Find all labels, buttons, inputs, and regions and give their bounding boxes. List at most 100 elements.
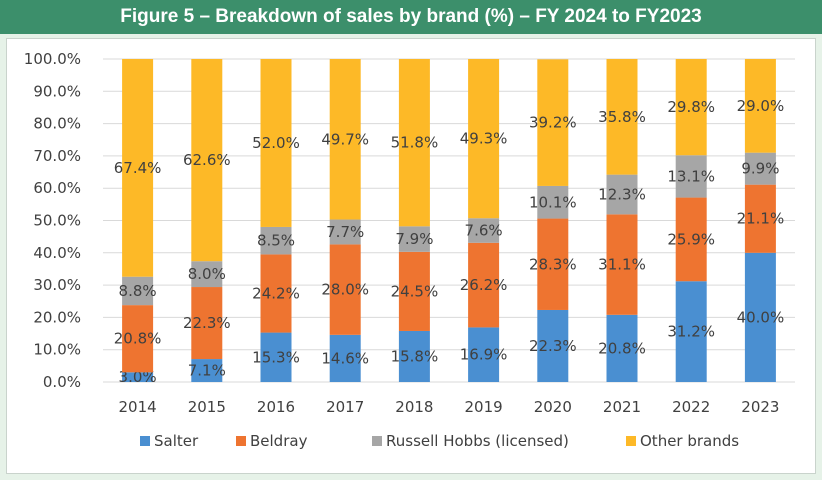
y-tick-label: 60.0%	[33, 179, 81, 197]
bar-segment	[675, 281, 707, 382]
bar-segment	[260, 226, 292, 255]
bar-segment	[260, 254, 292, 333]
figure-title: Figure 5 – Breakdown of sales by brand (…	[0, 0, 822, 34]
x-tick-label: 2019	[465, 398, 503, 416]
data-label: 9.9%	[741, 160, 779, 178]
x-tick-label: 2022	[672, 398, 710, 416]
bar-segment	[122, 372, 154, 382]
x-tick-label: 2020	[534, 398, 572, 416]
data-label: 52.0%	[252, 134, 300, 152]
bar-segment	[398, 226, 430, 252]
y-tick-label: 30.0%	[33, 276, 81, 294]
y-tick-label: 40.0%	[33, 244, 81, 262]
bar-segment	[191, 287, 223, 360]
bar-segment	[398, 330, 430, 382]
x-tick-label: 2018	[395, 398, 433, 416]
data-label: 10.1%	[529, 193, 577, 211]
bar-segment	[468, 242, 500, 328]
data-label: 13.1%	[667, 167, 715, 185]
bar-segment	[191, 261, 223, 288]
data-label: 12.3%	[598, 185, 646, 203]
bar-segment	[191, 59, 223, 262]
bar-segment	[122, 59, 154, 277]
bar-segment	[744, 59, 776, 153]
bar-segment	[537, 309, 569, 382]
legend-swatch	[372, 436, 382, 446]
bar-segment	[606, 174, 638, 215]
data-label: 35.8%	[598, 108, 646, 126]
data-label: 28.0%	[321, 281, 369, 299]
bar-segment	[606, 314, 638, 382]
bar-segment	[675, 155, 707, 198]
bar-segment	[675, 59, 707, 156]
data-label: 49.7%	[321, 130, 369, 148]
y-tick-label: 80.0%	[33, 115, 81, 133]
bar-segment	[122, 276, 154, 306]
bar-segment	[744, 252, 776, 382]
data-label: 15.8%	[391, 347, 439, 365]
data-label: 21.1%	[737, 210, 785, 228]
bar-segment	[329, 59, 361, 220]
legend-label: Beldray	[250, 432, 308, 450]
data-label: 8.5%	[257, 232, 295, 250]
bar-segment	[260, 332, 292, 382]
bar-segment	[744, 152, 776, 185]
bar-segment	[329, 219, 361, 245]
legend-label: Other brands	[640, 432, 739, 450]
data-label: 8.0%	[188, 265, 226, 283]
legend-swatch	[140, 436, 150, 446]
y-tick-label: 50.0%	[33, 212, 81, 230]
data-label: 8.8%	[119, 282, 157, 300]
y-tick-label: 10.0%	[33, 341, 81, 359]
x-tick-label: 2017	[326, 398, 364, 416]
y-tick-label: 100.0%	[24, 50, 81, 68]
bar-segment	[329, 334, 361, 382]
data-label: 29.0%	[737, 97, 785, 115]
data-label: 22.3%	[183, 314, 231, 332]
bar-segment	[675, 197, 707, 282]
data-label: 40.0%	[737, 308, 785, 326]
data-label: 26.2%	[460, 276, 508, 294]
data-label: 16.9%	[460, 346, 508, 364]
bar-segment	[122, 305, 154, 373]
bar-segment	[468, 327, 500, 382]
data-label: 28.3%	[529, 255, 577, 273]
bar-segment	[606, 214, 638, 315]
bar-segment	[329, 244, 361, 335]
data-label: 31.1%	[598, 256, 646, 274]
bar-segment	[398, 251, 430, 331]
data-label: 25.9%	[667, 230, 715, 248]
legend-label: Russell Hobbs (licensed)	[386, 432, 569, 450]
legend-label: Salter	[154, 432, 199, 450]
bar-segment	[537, 59, 569, 186]
bar-segment	[468, 218, 500, 243]
y-tick-label: 20.0%	[33, 308, 81, 326]
data-label: 24.2%	[252, 284, 300, 302]
bar-segment	[537, 185, 569, 219]
y-tick-label: 90.0%	[33, 82, 81, 100]
legend-swatch	[626, 436, 636, 446]
bar-segment	[260, 59, 292, 227]
data-label: 22.3%	[529, 337, 577, 355]
data-label: 7.1%	[188, 362, 226, 380]
data-label: 7.9%	[395, 230, 433, 248]
data-label: 14.6%	[321, 349, 369, 367]
x-tick-label: 2016	[257, 398, 295, 416]
data-label: 39.2%	[529, 114, 577, 132]
bar-segment	[468, 59, 500, 219]
data-label: 51.8%	[391, 134, 439, 152]
data-label: 3.0%	[119, 368, 157, 386]
data-label: 7.6%	[465, 222, 503, 240]
y-tick-label: 0.0%	[43, 373, 81, 391]
x-tick-label: 2015	[188, 398, 226, 416]
data-label: 31.2%	[667, 323, 715, 341]
x-tick-label: 2023	[741, 398, 779, 416]
bar-segment	[191, 359, 223, 382]
data-label: 20.8%	[598, 339, 646, 357]
bar-segment	[744, 184, 776, 253]
data-label: 62.6%	[183, 151, 231, 169]
data-label: 15.3%	[252, 348, 300, 366]
legend-swatch	[236, 436, 246, 446]
